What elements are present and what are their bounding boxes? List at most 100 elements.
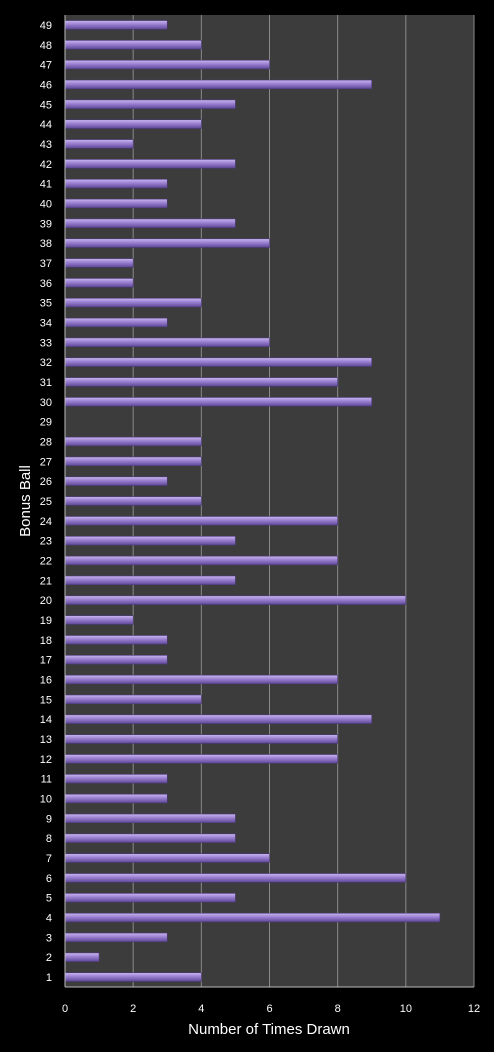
bar	[64, 397, 373, 407]
y-tick-label: 26	[40, 476, 52, 488]
x-tick-label: 4	[198, 1003, 204, 1015]
bar	[64, 694, 202, 705]
bar	[64, 793, 168, 804]
bar	[64, 119, 202, 129]
y-tick-label: 45	[40, 99, 52, 111]
y-tick-label: 29	[40, 417, 52, 429]
bar	[64, 754, 338, 764]
y-tick-label: 13	[40, 734, 52, 746]
bar	[64, 734, 338, 744]
y-tick-label: 47	[40, 60, 52, 72]
y-tick-label: 46	[40, 79, 52, 91]
y-tick-label: 48	[40, 40, 52, 52]
bar	[64, 952, 100, 962]
y-tick-label: 12	[40, 754, 52, 766]
y-tick-label: 34	[40, 317, 52, 329]
bar	[64, 218, 236, 228]
y-tick-label: 7	[46, 853, 52, 865]
bar	[64, 456, 202, 466]
y-tick-label: 21	[40, 575, 52, 587]
bar	[64, 912, 441, 923]
bar	[64, 853, 270, 863]
y-tick-label: 41	[40, 179, 52, 191]
y-tick-labels: 1234567891011121314151617181920212223242…	[40, 20, 52, 984]
bar	[64, 317, 168, 328]
x-tick-label: 8	[335, 1003, 341, 1015]
y-tick-label: 9	[46, 813, 52, 825]
bar	[64, 297, 202, 308]
bar	[64, 198, 168, 209]
y-tick-label: 37	[40, 258, 52, 270]
x-tick-label: 0	[62, 1003, 68, 1015]
y-tick-label: 6	[46, 873, 52, 885]
y-axis-title: Bonus Ball	[17, 465, 34, 537]
y-tick-label: 1	[46, 972, 52, 984]
bar	[64, 159, 236, 169]
y-tick-label: 19	[40, 615, 52, 627]
bar	[64, 20, 168, 30]
bar	[64, 893, 236, 903]
y-tick-label: 33	[40, 337, 52, 349]
y-tick-label: 25	[40, 496, 52, 508]
y-tick-label: 10	[40, 794, 52, 806]
y-tick-label: 40	[40, 198, 52, 210]
bar	[64, 436, 202, 447]
bar	[64, 635, 168, 645]
y-tick-label: 3	[46, 932, 52, 944]
bar	[64, 357, 373, 367]
y-tick-label: 23	[40, 536, 52, 548]
x-axis-title: Number of Times Drawn	[188, 1021, 350, 1038]
bar	[64, 238, 270, 248]
y-tick-label: 49	[40, 20, 52, 32]
bar	[64, 674, 338, 685]
bar	[64, 555, 338, 566]
y-tick-label: 39	[40, 218, 52, 230]
bar	[64, 516, 338, 526]
bar	[64, 377, 338, 387]
y-tick-label: 30	[40, 397, 52, 409]
bar	[64, 932, 168, 943]
bar	[64, 595, 407, 605]
bar	[64, 139, 134, 149]
x-tick-label: 10	[400, 1003, 412, 1015]
y-tick-label: 5	[46, 893, 52, 905]
bar	[64, 714, 373, 724]
y-tick-label: 11	[41, 774, 52, 786]
y-tick-label: 16	[40, 675, 52, 687]
y-tick-label: 42	[40, 159, 52, 171]
bar	[64, 278, 134, 288]
y-tick-label: 38	[40, 238, 52, 250]
bar	[64, 575, 236, 586]
bar	[64, 258, 134, 268]
bar	[64, 496, 202, 506]
bar	[64, 476, 168, 486]
y-tick-label: 8	[46, 833, 52, 845]
y-tick-label: 27	[40, 456, 52, 468]
bar	[64, 536, 236, 546]
y-tick-label: 35	[40, 298, 52, 310]
bar	[64, 40, 202, 50]
bar	[64, 99, 236, 109]
x-tick-label: 6	[266, 1003, 272, 1015]
bar	[64, 774, 168, 784]
y-tick-label: 15	[40, 694, 52, 706]
y-tick-label: 18	[40, 635, 52, 647]
bar	[64, 833, 236, 843]
y-tick-label: 43	[40, 139, 52, 151]
x-tick-label: 12	[468, 1003, 480, 1015]
y-tick-label: 28	[40, 436, 52, 448]
bar	[64, 873, 407, 883]
y-tick-label: 20	[40, 595, 52, 607]
x-tick-label: 2	[130, 1003, 136, 1015]
y-tick-label: 4	[46, 913, 52, 925]
y-tick-label: 44	[40, 119, 52, 131]
bar	[64, 337, 270, 347]
y-tick-label: 31	[40, 377, 52, 389]
y-tick-label: 17	[40, 655, 52, 667]
y-tick-label: 14	[40, 714, 52, 726]
y-tick-label: 32	[40, 357, 52, 369]
y-tick-label: 24	[40, 516, 52, 528]
bar	[64, 655, 168, 665]
bar	[64, 59, 270, 70]
